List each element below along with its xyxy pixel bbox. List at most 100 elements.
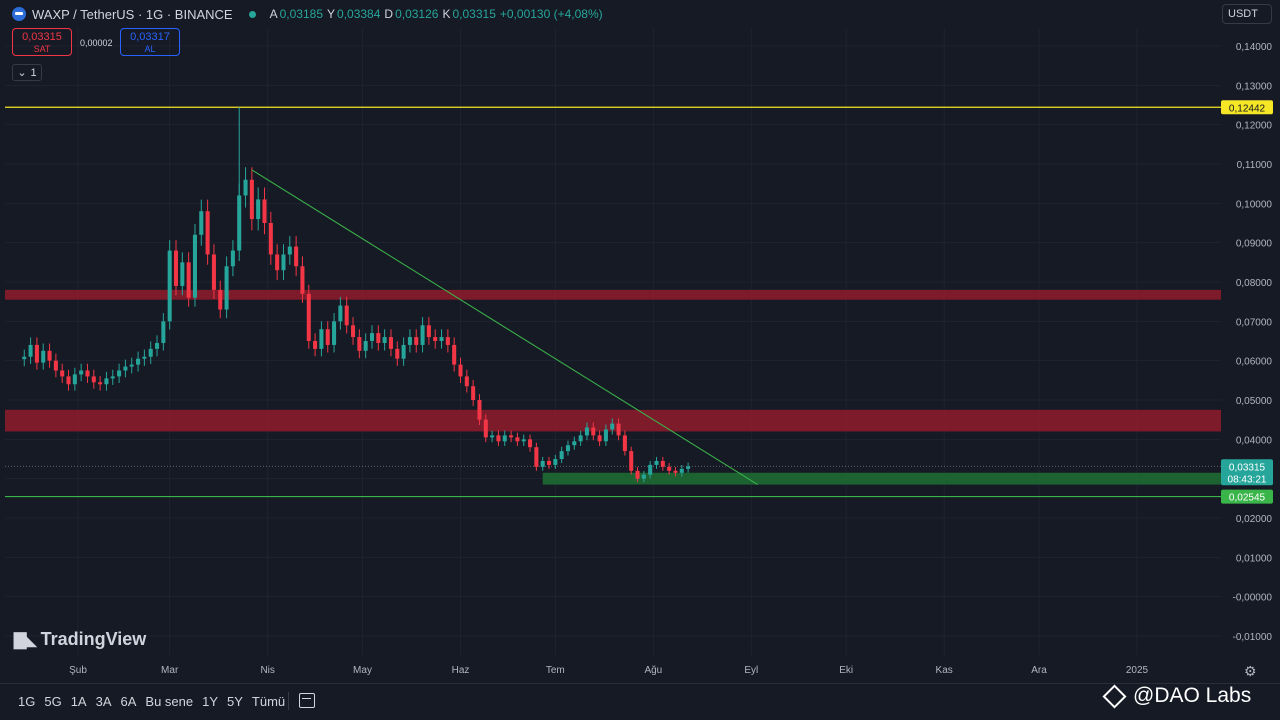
candle: [66, 369, 71, 391]
market-open-icon: [248, 10, 256, 18]
zones: [5, 289, 1221, 485]
price-tick-label: 0,04000: [1236, 435, 1273, 446]
time-tick-label: Mar: [161, 665, 179, 676]
candle: [28, 337, 33, 364]
buy-button[interactable]: 0,03317 AL: [120, 28, 180, 56]
candle: [591, 422, 596, 441]
range-button[interactable]: 1A: [70, 694, 87, 709]
ohlc-key: K: [442, 7, 451, 21]
candle: [445, 329, 450, 353]
symbol-title[interactable]: WAXP / TetherUS · 1G · BINANCE: [32, 6, 233, 22]
candle: [660, 456, 665, 471]
price-tick-label: 0,10000: [1236, 199, 1273, 210]
candle: [344, 296, 349, 334]
time-tick-label: May: [353, 665, 372, 676]
buy-price: 0,03317: [130, 31, 170, 43]
range-button[interactable]: 6A: [120, 694, 137, 709]
candle: [635, 467, 640, 483]
candle: [578, 430, 583, 446]
candle: [41, 343, 46, 370]
ohlc-value: 0,03126: [395, 7, 439, 21]
candle: [224, 256, 229, 319]
candle: [332, 313, 337, 353]
candle: [192, 223, 197, 307]
candle: [603, 424, 608, 446]
candle: [515, 432, 520, 446]
currency-selector[interactable]: USDT: [1222, 4, 1272, 24]
countdown-label: 08:43:21: [1228, 474, 1267, 485]
candle: [47, 343, 52, 368]
time-tick-label: Haz: [452, 665, 470, 676]
price-tick-label: 0,12000: [1236, 121, 1273, 132]
candle: [471, 379, 476, 406]
range-button[interactable]: Bu sene: [145, 694, 194, 709]
candle: [300, 256, 305, 303]
candle: [199, 199, 204, 246]
candle: [148, 341, 153, 364]
candle: [509, 430, 514, 443]
time-axis[interactable]: Şub Mar Nis May Haz Tem Ağu Eyl Eki Kas Ara 2025: [69, 665, 1148, 676]
price-axis[interactable]: 0,14000 0,13000 0,12000 0,11000 0,10000 0,090…: [1233, 42, 1273, 643]
range-button[interactable]: 1Y: [202, 694, 219, 709]
range-button[interactable]: 3A: [95, 694, 112, 709]
indicators-collapse-button[interactable]: ⌄ 1: [12, 64, 42, 81]
candle: [351, 317, 356, 345]
binance-diamond-icon: [1102, 683, 1127, 709]
candle: [313, 333, 318, 357]
sell-price: 0,03315: [22, 31, 62, 43]
price-zone: [542, 472, 1221, 485]
candle: [268, 211, 273, 265]
candle: [173, 240, 179, 296]
candle: [414, 329, 419, 353]
ohlc-key: D: [384, 7, 394, 21]
range-button[interactable]: 1G: [18, 694, 36, 709]
trendline: [251, 169, 758, 485]
time-tick-label: Ağu: [644, 665, 662, 676]
chevron-down-icon: ⌄: [17, 67, 27, 79]
time-tick-label: Eki: [839, 665, 853, 676]
calendar-icon[interactable]: [299, 693, 315, 708]
candle: [60, 363, 65, 384]
time-tick-label: Ara: [1031, 665, 1047, 676]
candle: [110, 369, 115, 385]
candle: [382, 329, 387, 351]
candle: [452, 337, 457, 372]
spread-value: 0,00002: [80, 38, 113, 48]
bottom-toolbar: 1G 5G 1A 3A 6A Bu sene 1Y 5Y Tümü: [0, 683, 1280, 720]
time-tick-label: Nis: [260, 665, 274, 676]
indicator-count: 1: [30, 66, 37, 79]
candle: [679, 464, 684, 477]
range-button[interactable]: Tümü: [251, 694, 286, 709]
candle: [262, 187, 267, 235]
candle: [654, 456, 659, 469]
candle: [407, 329, 412, 353]
candle: [622, 430, 627, 456]
candle: [211, 244, 216, 300]
price-tag: 0,02545: [1221, 489, 1273, 504]
watermark-text: @DAO Labs: [1133, 684, 1252, 707]
time-tick-label: Eyl: [744, 665, 758, 676]
buy-label: AL: [144, 44, 156, 54]
toolbar-divider: [288, 692, 289, 710]
price-zone: [5, 409, 1221, 432]
sell-button[interactable]: 0,03315 SAT: [12, 28, 72, 56]
candle: [230, 240, 235, 277]
candle: [136, 351, 141, 372]
candle: [483, 414, 488, 443]
range-button[interactable]: 5G: [44, 694, 62, 709]
price-tick-label: 0,02000: [1236, 514, 1273, 525]
dao-labs-watermark: @DAO Labs: [1102, 683, 1252, 709]
candle: [325, 321, 330, 353]
candle: [477, 394, 482, 425]
candle: [180, 252, 185, 296]
candle: [616, 418, 621, 441]
gear-icon[interactable]: ⚙: [1244, 663, 1257, 679]
candle: [553, 454, 558, 469]
candle: [395, 341, 400, 366]
candle: [34, 337, 39, 370]
candle: [546, 456, 552, 469]
range-button[interactable]: 5Y: [227, 694, 243, 709]
candle: [249, 167, 254, 231]
ohlc-key: Y: [327, 7, 336, 21]
